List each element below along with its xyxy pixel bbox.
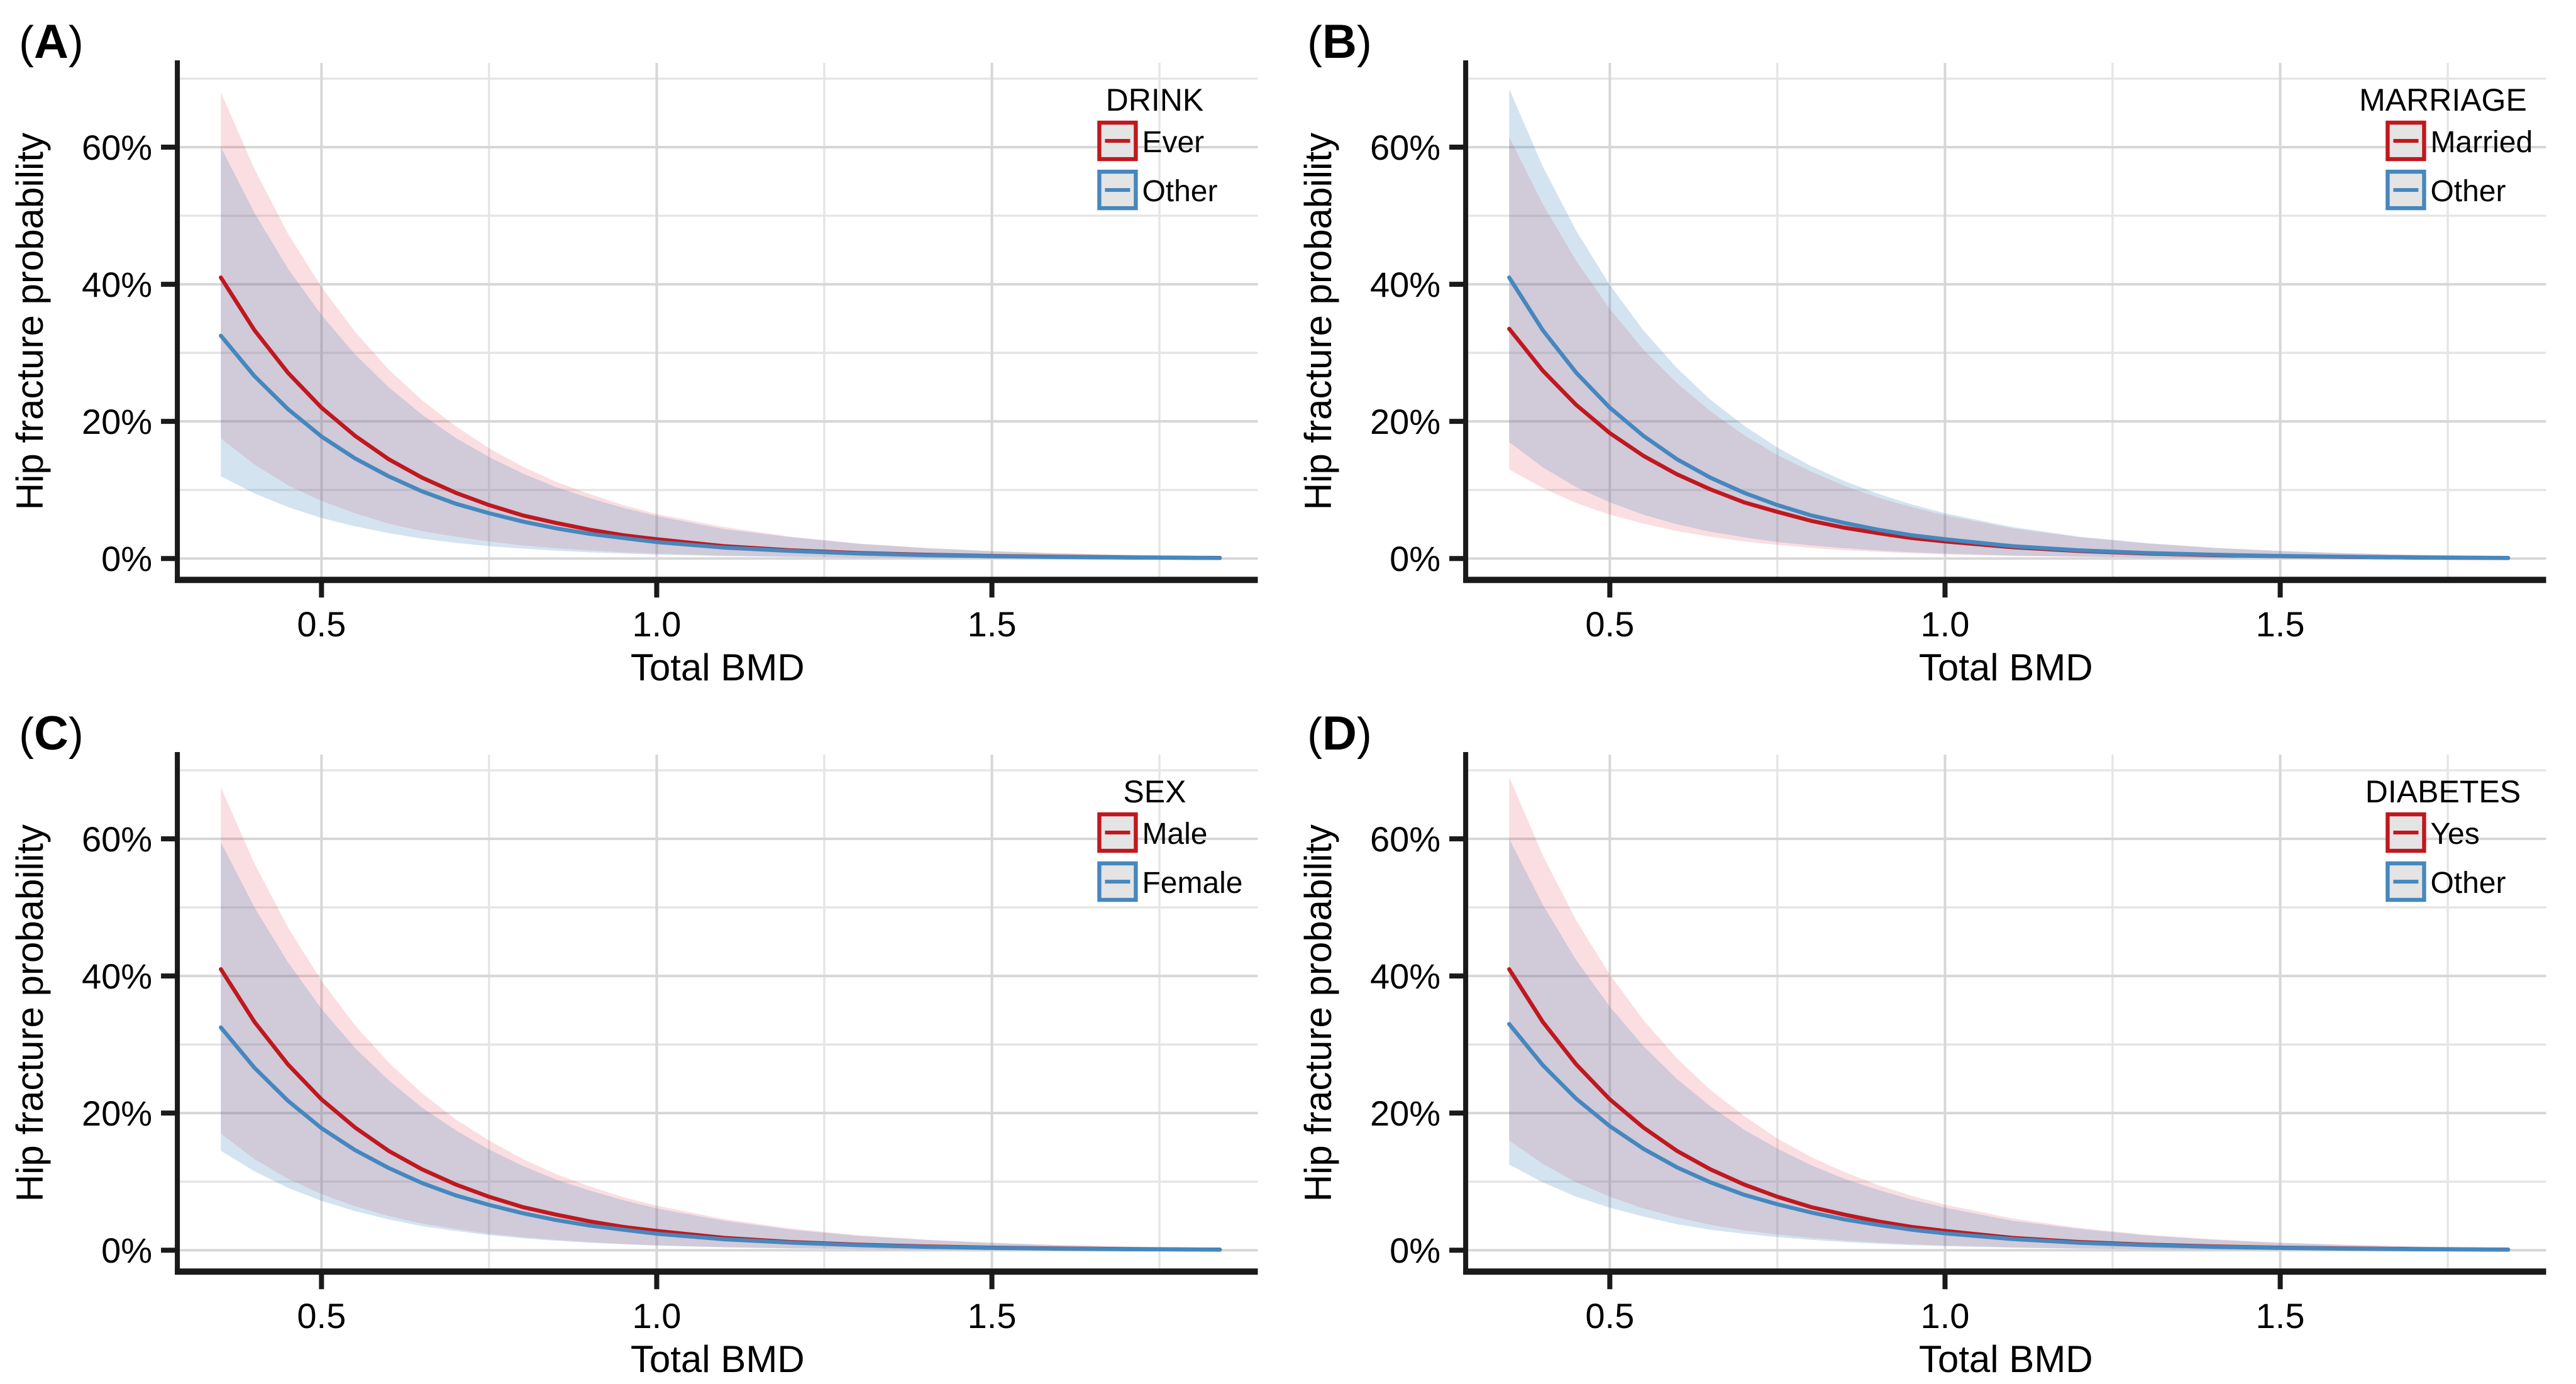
panel-B: 0% 20% 40% 60% 0.5 1.0 1.5 Hip fracture probabi… bbox=[1288, 0, 2576, 692]
legend-title: SEX bbox=[1123, 774, 1186, 809]
y-tick-label: 20% bbox=[1369, 1093, 1440, 1133]
panel-tag-open-paren: ( bbox=[1307, 709, 1322, 760]
y-tick-label: 0% bbox=[1390, 539, 1440, 579]
y-axis-title: Hip fracture probability bbox=[1297, 824, 1339, 1202]
panel-tag-close-paren: ) bbox=[69, 18, 84, 68]
x-tick-label: 1.5 bbox=[2255, 1297, 2304, 1336]
panel-tag-open-paren: ( bbox=[19, 18, 34, 68]
panel-tag: (C) bbox=[19, 707, 84, 760]
y-tick-label: 40% bbox=[1369, 956, 1440, 996]
panel-tag: (D) bbox=[1307, 707, 1372, 760]
x-tick-label: 1.0 bbox=[633, 1297, 682, 1336]
x-axis-title: Total BMD bbox=[631, 646, 805, 689]
x-axis-title: Total BMD bbox=[1918, 1339, 2092, 1381]
y-tick-label: 40% bbox=[82, 956, 152, 996]
x-tick-label: 0.5 bbox=[297, 604, 346, 644]
x-axis-title: Total BMD bbox=[631, 1339, 805, 1381]
legend-label: Married bbox=[2430, 126, 2533, 159]
panel-A-svg: 0% 20% 40% 60% 0.5 1.0 1.5 Hip fracture probabi… bbox=[0, 0, 1288, 692]
panel-C: 0% 20% 40% 60% 0.5 1.0 1.5 Hip fracture probabi… bbox=[0, 692, 1288, 1383]
legend-label: Yes bbox=[2430, 817, 2479, 851]
x-tick-label: 1.0 bbox=[1920, 604, 1969, 644]
panel-tag-open-paren: ( bbox=[1307, 18, 1322, 68]
y-tick-label: 60% bbox=[1369, 819, 1440, 859]
x-tick-label: 0.5 bbox=[1585, 604, 1634, 644]
x-tick-label: 1.0 bbox=[1920, 1297, 1969, 1336]
y-tick-label: 60% bbox=[1369, 128, 1440, 167]
x-tick-label: 1.5 bbox=[968, 604, 1017, 644]
y-axis-title: Hip fracture probability bbox=[9, 824, 51, 1202]
y-axis-title: Hip fracture probability bbox=[9, 133, 51, 510]
panel-B-svg: 0% 20% 40% 60% 0.5 1.0 1.5 Hip fracture probabi… bbox=[1288, 0, 2576, 692]
legend-label: Male bbox=[1142, 817, 1207, 851]
panel-tag-letter: D bbox=[1322, 707, 1356, 760]
x-tick-label: 1.5 bbox=[2255, 604, 2304, 644]
y-tick-label: 0% bbox=[101, 539, 152, 579]
y-tick-label: 20% bbox=[1369, 402, 1440, 441]
y-tick-label: 40% bbox=[82, 265, 152, 304]
y-tick-label: 0% bbox=[101, 1231, 152, 1270]
y-tick-label: 60% bbox=[82, 819, 152, 859]
panel-tag-close-paren: ) bbox=[1356, 18, 1371, 68]
panel-tag-open-paren: ( bbox=[19, 709, 34, 760]
panel-tag-close-paren: ) bbox=[1356, 709, 1371, 760]
panel-tag: (A) bbox=[19, 15, 84, 69]
y-tick-label: 40% bbox=[1369, 265, 1440, 304]
y-tick-label: 20% bbox=[82, 402, 152, 441]
legend-label: Other bbox=[2430, 175, 2506, 208]
panel-tag-close-paren: ) bbox=[69, 709, 84, 760]
panel-tag-letter: C bbox=[34, 707, 69, 760]
legend-title: MARRIAGE bbox=[2359, 82, 2527, 118]
legend-title: DRINK bbox=[1106, 82, 1204, 118]
confidence-ribbon-blue bbox=[1509, 89, 2508, 558]
x-tick-label: 1.5 bbox=[968, 1297, 1017, 1336]
panel-tag: (B) bbox=[1307, 15, 1372, 69]
x-tick-label: 0.5 bbox=[1585, 1297, 1634, 1336]
legend-label: Other bbox=[1142, 175, 1217, 208]
panel-C-svg: 0% 20% 40% 60% 0.5 1.0 1.5 Hip fracture probabi… bbox=[0, 692, 1288, 1383]
legend-label: Ever bbox=[1142, 126, 1204, 159]
panel-D-svg: 0% 20% 40% 60% 0.5 1.0 1.5 Hip fracture probabi… bbox=[1288, 692, 2576, 1383]
x-tick-label: 0.5 bbox=[297, 1297, 346, 1336]
x-axis-title: Total BMD bbox=[1918, 646, 2092, 689]
y-tick-label: 60% bbox=[82, 128, 152, 167]
y-axis-title: Hip fracture probability bbox=[1297, 133, 1339, 510]
panel-tag-letter: A bbox=[34, 15, 69, 69]
y-tick-label: 0% bbox=[1390, 1231, 1440, 1270]
legend-label: Female bbox=[1142, 866, 1242, 900]
legend-title: DIABETES bbox=[2365, 774, 2520, 809]
x-tick-label: 1.0 bbox=[633, 604, 682, 644]
y-tick-label: 20% bbox=[82, 1093, 152, 1133]
legend-label: Other bbox=[2430, 866, 2506, 900]
panel-D: 0% 20% 40% 60% 0.5 1.0 1.5 Hip fracture probabi… bbox=[1288, 692, 2576, 1383]
panel-tag-letter: B bbox=[1322, 15, 1356, 69]
panel-A: 0% 20% 40% 60% 0.5 1.0 1.5 Hip fracture probabi… bbox=[0, 0, 1288, 692]
